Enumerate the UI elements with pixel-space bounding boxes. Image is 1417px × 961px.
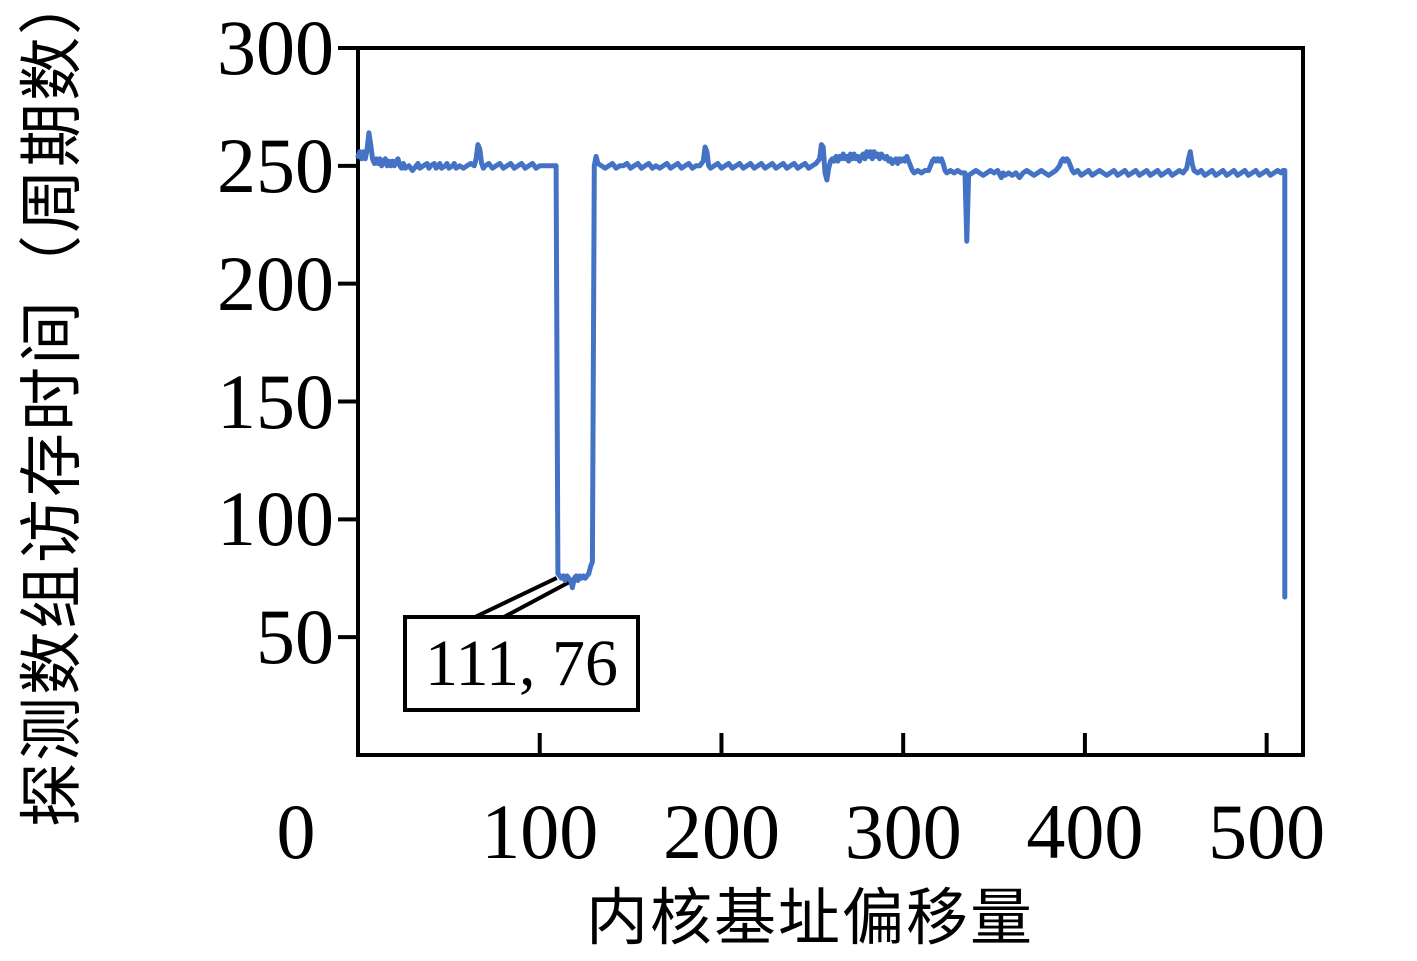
- y-axis-title-text: 探测数组访存时间（周期数）: [17, 0, 88, 827]
- y-tick-label: 150: [217, 357, 334, 445]
- y-tick-label: 50: [256, 593, 334, 681]
- x-tick-label: 0: [276, 788, 316, 875]
- y-tick-label: 200: [217, 239, 334, 327]
- x-tick-label: 400: [1026, 788, 1144, 875]
- y-tick-label: 300: [217, 4, 334, 91]
- annotation-leader-line: [503, 580, 571, 619]
- y-tick-label: 100: [217, 475, 334, 563]
- y-tick-label: 250: [217, 121, 334, 209]
- x-tick-label: 100: [481, 788, 599, 875]
- x-tick-label: 200: [662, 788, 780, 875]
- x-tick-label: 300: [844, 788, 962, 875]
- annotation-leader-line: [474, 576, 558, 619]
- data-series-line: [355, 130, 1288, 600]
- data-label-box: 111, 76: [403, 615, 640, 712]
- data-label-text: 111, 76: [424, 626, 619, 700]
- x-tick-label: 500: [1208, 788, 1326, 875]
- x-axis-title-text: 内核基址偏移量: [585, 885, 1035, 953]
